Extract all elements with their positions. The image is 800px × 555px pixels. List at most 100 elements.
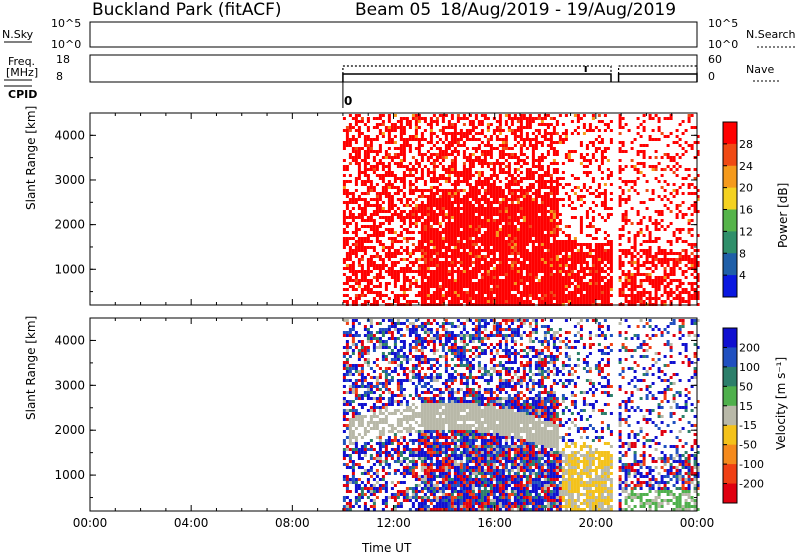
rti-cell bbox=[508, 165, 511, 168]
rti-cell bbox=[364, 201, 367, 204]
rti-cell bbox=[493, 189, 496, 192]
rti-cell bbox=[463, 255, 466, 258]
rti-cell bbox=[436, 117, 439, 120]
rti-cell bbox=[427, 225, 430, 228]
rti-cell bbox=[580, 291, 583, 294]
rti-cell bbox=[577, 114, 580, 117]
rti-cell bbox=[682, 147, 685, 150]
rti-cell bbox=[520, 255, 523, 258]
rti-cell bbox=[406, 231, 409, 234]
rti-cell bbox=[484, 117, 487, 120]
rti-cell bbox=[343, 210, 346, 213]
rti-cell bbox=[517, 120, 520, 123]
rti-cell bbox=[397, 234, 400, 237]
rti-cell bbox=[412, 192, 415, 195]
rti-cell bbox=[493, 291, 496, 294]
rti-cell bbox=[490, 276, 493, 279]
rti-cell bbox=[451, 255, 454, 258]
rti-cell bbox=[457, 153, 460, 156]
rti-cell bbox=[502, 237, 505, 240]
rti-cell bbox=[433, 210, 436, 213]
rti-cell bbox=[538, 180, 541, 183]
rti-cell bbox=[379, 243, 382, 246]
rti-cell bbox=[547, 168, 550, 171]
rti-cell bbox=[670, 243, 673, 246]
rti-cell bbox=[394, 186, 397, 189]
rti-cell bbox=[544, 267, 547, 270]
rti-cell bbox=[346, 192, 349, 195]
rti-cell bbox=[508, 240, 511, 243]
rti-cell bbox=[679, 138, 682, 141]
rti-cell bbox=[427, 171, 430, 174]
rti-cell bbox=[532, 138, 535, 141]
rti-cell bbox=[661, 219, 664, 222]
rti-cell bbox=[391, 126, 394, 129]
rti-cell bbox=[385, 328, 388, 331]
rti-cell bbox=[436, 204, 439, 207]
rti-cell bbox=[436, 207, 439, 210]
rti-cell bbox=[499, 123, 502, 126]
rti-cell bbox=[355, 162, 358, 165]
rti-cell bbox=[385, 367, 388, 370]
rti-cell bbox=[694, 210, 697, 213]
rti-cell bbox=[562, 279, 565, 282]
rti-cell bbox=[493, 282, 496, 285]
rti-cell bbox=[598, 273, 601, 276]
rti-cell bbox=[346, 331, 349, 334]
rti-cell bbox=[535, 270, 538, 273]
rti-cell bbox=[448, 228, 451, 231]
rti-cell bbox=[430, 294, 433, 297]
rti-cell bbox=[370, 445, 373, 448]
rti-cell bbox=[379, 198, 382, 201]
rti-cell bbox=[367, 385, 370, 388]
rti-cell bbox=[376, 358, 379, 361]
rti-cell bbox=[472, 276, 475, 279]
rti-cell bbox=[679, 282, 682, 285]
rti-cell bbox=[403, 183, 406, 186]
rti-cell bbox=[352, 466, 355, 469]
rti-cell bbox=[388, 183, 391, 186]
rti-cell bbox=[346, 370, 349, 373]
rti-cell bbox=[574, 129, 577, 132]
rti-cell bbox=[352, 285, 355, 288]
rti-cell bbox=[355, 490, 358, 493]
rti-cell bbox=[592, 258, 595, 261]
rti-cell bbox=[433, 171, 436, 174]
rti-cell bbox=[508, 282, 511, 285]
rti-cell bbox=[598, 147, 601, 150]
rti-cell bbox=[556, 210, 559, 213]
rti-cell bbox=[364, 472, 367, 475]
rti-cell bbox=[649, 255, 652, 258]
rti-cell bbox=[667, 165, 670, 168]
rti-cell bbox=[691, 144, 694, 147]
rti-cell bbox=[403, 117, 406, 120]
rti-cell bbox=[523, 285, 526, 288]
rti-cell bbox=[679, 255, 682, 258]
rti-cell bbox=[502, 264, 505, 267]
rti-cell bbox=[415, 213, 418, 216]
rti-cell bbox=[463, 270, 466, 273]
rti-cell bbox=[361, 481, 364, 484]
rti-cell bbox=[361, 159, 364, 162]
rti-cell bbox=[619, 198, 622, 201]
rti-cell bbox=[382, 261, 385, 264]
rti-cell bbox=[388, 237, 391, 240]
cbar-tick-label: 28 bbox=[739, 138, 753, 151]
rti-cell bbox=[373, 234, 376, 237]
rti-cell bbox=[676, 258, 679, 261]
rti-cell bbox=[376, 376, 379, 379]
rti-cell bbox=[505, 135, 508, 138]
rti-cell bbox=[469, 276, 472, 279]
rti-cell bbox=[472, 153, 475, 156]
rti-cell bbox=[361, 451, 364, 454]
rti-cell bbox=[361, 397, 364, 400]
rti-cell bbox=[520, 279, 523, 282]
rti-cell bbox=[430, 210, 433, 213]
rti-cell bbox=[556, 141, 559, 144]
rti-cell bbox=[439, 273, 442, 276]
rti-cell bbox=[679, 267, 682, 270]
rti-cell bbox=[370, 406, 373, 409]
rti-cell bbox=[343, 463, 346, 466]
rti-cell bbox=[346, 484, 349, 487]
rti-cell bbox=[355, 198, 358, 201]
